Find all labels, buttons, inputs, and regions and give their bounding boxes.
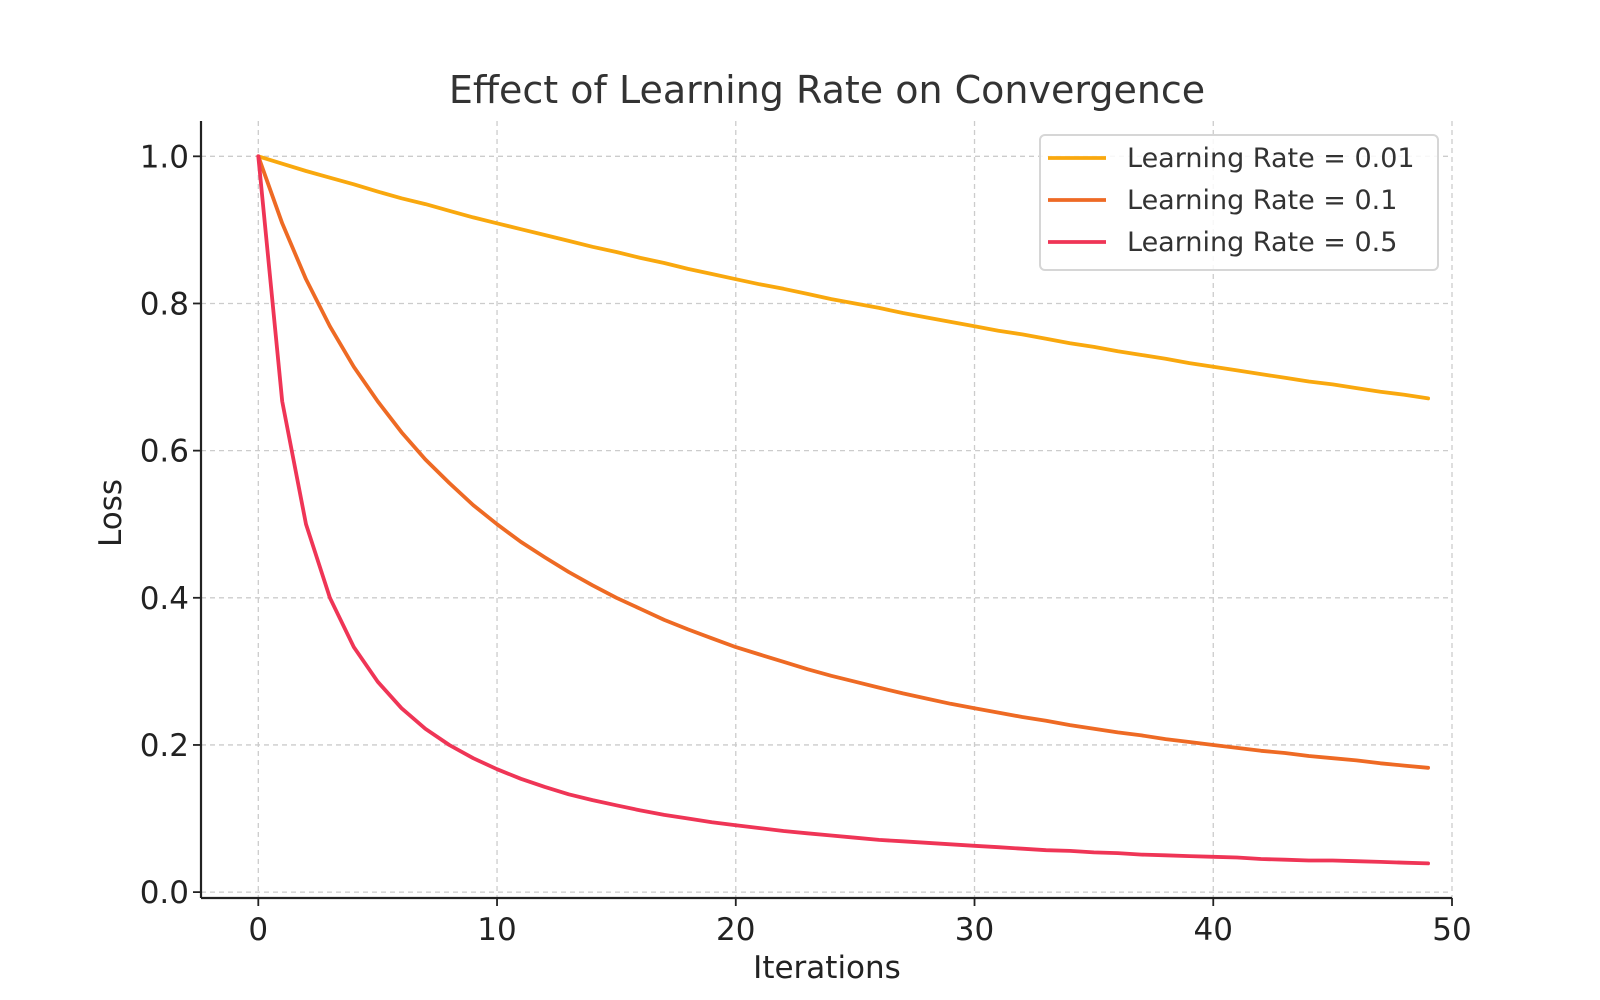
chart-title: Effect of Learning Rate on Convergence <box>449 68 1205 112</box>
x-tick-label: 20 <box>716 912 755 948</box>
y-axis-title: Loss <box>93 479 129 547</box>
y-tick-label: 0.0 <box>140 875 189 911</box>
x-tick-label: 10 <box>477 912 516 948</box>
x-axis-title: Iterations <box>753 950 901 986</box>
x-tick-label: 30 <box>955 912 994 948</box>
legend-label: Learning Rate = 0.01 <box>1127 143 1415 174</box>
legend: Learning Rate = 0.01 Learning Rate = 0.1 L… <box>1039 134 1439 271</box>
x-tick-label: 50 <box>1432 912 1471 948</box>
ticks: 0 10 20 30 40 50 0.0 0.2 0.4 0.6 0.8 1.0 <box>140 139 1472 948</box>
x-tick-label: 0 <box>248 912 268 948</box>
series <box>256 154 1430 866</box>
y-tick-label: 0.2 <box>140 728 189 764</box>
series-line-1 <box>256 154 1430 401</box>
y-tick-label: 0.8 <box>140 286 189 322</box>
legend-box <box>1039 134 1439 271</box>
series-line-2 <box>256 154 1430 770</box>
x-tick-label: 40 <box>1194 912 1233 948</box>
y-tick-label: 0.6 <box>140 434 189 470</box>
axes <box>199 121 1452 900</box>
grid <box>201 121 1453 898</box>
series-line-3 <box>256 154 1430 866</box>
y-tick-label: 1.0 <box>140 139 189 175</box>
y-tick-label: 0.4 <box>140 581 189 617</box>
legend-label: Learning Rate = 0.5 <box>1127 227 1397 258</box>
legend-label: Learning Rate = 0.1 <box>1127 185 1397 216</box>
